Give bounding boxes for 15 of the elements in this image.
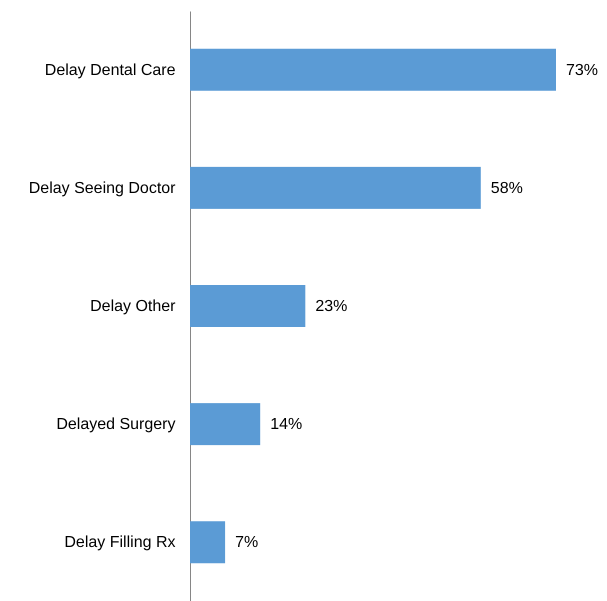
bar <box>190 285 306 327</box>
y-tick-label: Delayed Surgery <box>56 416 176 434</box>
y-tick-label: Delay Seeing Doctor <box>28 180 176 197</box>
bar <box>190 166 481 209</box>
data-label: 23% <box>315 298 348 315</box>
bar <box>190 48 556 91</box>
data-label: 7% <box>235 534 258 552</box>
data-label: 58% <box>490 180 523 197</box>
y-tick-label: Delay Filling Rx <box>64 534 176 552</box>
y-tick-label: Delay Other <box>90 298 176 315</box>
data-label: 73% <box>566 62 598 79</box>
bar <box>190 521 226 564</box>
bar <box>190 403 260 446</box>
data-label: 14% <box>270 416 302 434</box>
y-tick-label: Delay Dental Care <box>44 62 176 79</box>
